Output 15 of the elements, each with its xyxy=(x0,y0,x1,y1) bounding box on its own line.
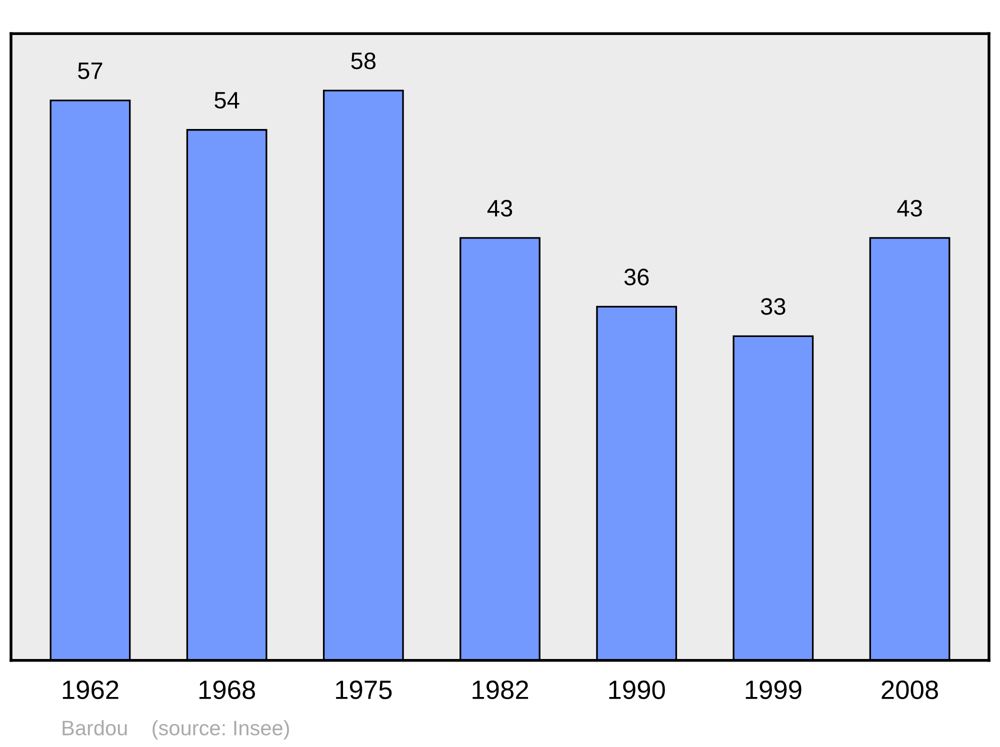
data-label: 43 xyxy=(897,200,922,217)
x-tick-label: 1982 xyxy=(472,680,528,700)
data-label: 33 xyxy=(760,298,786,315)
data-label: 58 xyxy=(351,52,376,70)
data-label: 54 xyxy=(214,92,240,109)
data-label: 57 xyxy=(78,62,102,80)
data-label: 43 xyxy=(487,200,512,217)
x-tick-label: 1975 xyxy=(336,680,392,700)
text: Bardou (source: Insee) xyxy=(62,720,289,740)
data-label: 36 xyxy=(624,268,649,286)
x-tick-label: 1962 xyxy=(62,680,118,700)
x-tick-label: 1968 xyxy=(199,680,256,700)
x-tick-label: 1990 xyxy=(609,680,665,700)
x-tick-label: 1999 xyxy=(746,680,802,700)
x-tick-label: 2008 xyxy=(882,680,938,700)
